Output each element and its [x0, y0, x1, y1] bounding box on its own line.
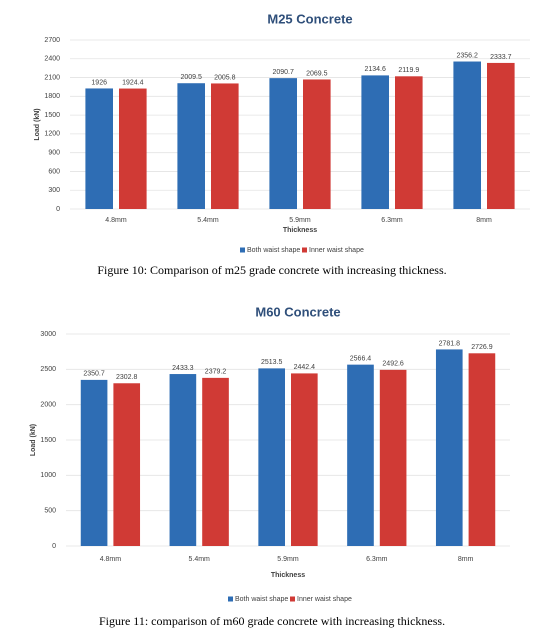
y-tick-label: 3000 [40, 331, 56, 338]
y-axis-title: Load (kN) [30, 424, 37, 456]
x-tick-label: 5.9mm [277, 556, 299, 563]
chart-title: M25 Concrete [267, 11, 352, 26]
y-tick-label: 2400 [44, 56, 60, 63]
value-label: 1924.4 [122, 79, 144, 86]
legend-swatch [240, 247, 245, 253]
value-label: 2069.5 [306, 70, 328, 77]
y-tick-label: 500 [44, 508, 56, 515]
y-tick-label: 0 [52, 543, 56, 550]
x-tick-label: 4.8mm [100, 556, 122, 563]
y-tick-label: 0 [56, 206, 60, 213]
bar [487, 62, 515, 209]
y-tick-label: 1500 [40, 437, 56, 444]
y-tick-label: 2100 [44, 74, 60, 81]
bar [303, 79, 331, 209]
bar [269, 78, 297, 209]
bar [169, 374, 197, 546]
bar [361, 75, 389, 209]
value-label: 2442.4 [294, 364, 316, 371]
bar [395, 76, 423, 209]
value-label: 2005.8 [214, 74, 236, 81]
y-tick-label: 1800 [44, 93, 60, 100]
value-label: 2356.2 [456, 52, 478, 59]
x-tick-label: 6.3mm [366, 556, 388, 563]
value-label: 2333.7 [490, 54, 512, 61]
y-tick-label: 600 [48, 168, 60, 175]
y-tick-label: 1000 [40, 472, 56, 479]
bar [379, 369, 407, 546]
bar [119, 88, 147, 209]
value-label: 2781.8 [439, 340, 461, 347]
value-label: 2433.3 [172, 365, 194, 372]
value-label: 2492.6 [382, 361, 404, 368]
bar [468, 353, 496, 546]
x-axis-title: Thickness [283, 227, 317, 234]
bar [435, 349, 463, 546]
x-axis-title: Thickness [271, 572, 305, 579]
bar [177, 83, 205, 209]
legend-swatch [290, 596, 295, 602]
value-label: 2134.6 [364, 66, 386, 73]
y-tick-label: 1500 [44, 112, 60, 119]
bar [202, 377, 229, 546]
value-label: 1926 [91, 79, 107, 86]
legend-label: Both waist shape [235, 596, 288, 603]
bar [258, 368, 285, 546]
value-label: 2009.5 [180, 74, 202, 81]
legend-label: Both waist shape [247, 247, 300, 254]
y-tick-label: 900 [48, 150, 60, 157]
value-label: 2090.7 [272, 69, 294, 76]
x-tick-label: 5.9mm [289, 217, 311, 224]
figure-caption: Figure 10: Comparison of m25 grade concr… [97, 263, 446, 277]
value-label: 2513.5 [261, 359, 283, 366]
y-tick-label: 2500 [40, 366, 56, 373]
value-label: 2566.4 [350, 355, 372, 362]
value-label: 2350.7 [83, 371, 105, 378]
bar [211, 83, 239, 209]
x-tick-label: 6.3mm [381, 217, 403, 224]
legend-swatch [302, 247, 307, 253]
bar [85, 88, 113, 209]
figure-caption: Figure 11: comparison of m60 grade concr… [99, 614, 445, 628]
value-label: 2379.2 [205, 369, 227, 376]
bar [453, 61, 481, 209]
legend-swatch [228, 596, 233, 602]
chart-title: M60 Concrete [255, 304, 340, 319]
x-tick-label: 8mm [458, 556, 474, 563]
x-tick-label: 4.8mm [105, 217, 127, 224]
bar [291, 373, 318, 546]
x-tick-label: 5.4mm [188, 556, 210, 563]
y-tick-label: 300 [48, 187, 60, 194]
value-label: 2302.8 [116, 374, 138, 381]
x-tick-label: 8mm [476, 217, 492, 224]
value-label: 2726.9 [471, 344, 493, 351]
x-tick-label: 5.4mm [197, 217, 219, 224]
y-axis-title: Load (kN) [34, 108, 41, 140]
legend-label: Inner waist shape [309, 247, 364, 254]
bar [113, 383, 141, 546]
legend-label: Inner waist shape [297, 596, 352, 603]
bar [347, 364, 374, 546]
y-tick-label: 2000 [40, 402, 56, 409]
bar [80, 379, 108, 546]
y-tick-label: 2700 [44, 37, 60, 44]
y-tick-label: 1200 [44, 131, 60, 138]
value-label: 2119.9 [398, 67, 419, 74]
